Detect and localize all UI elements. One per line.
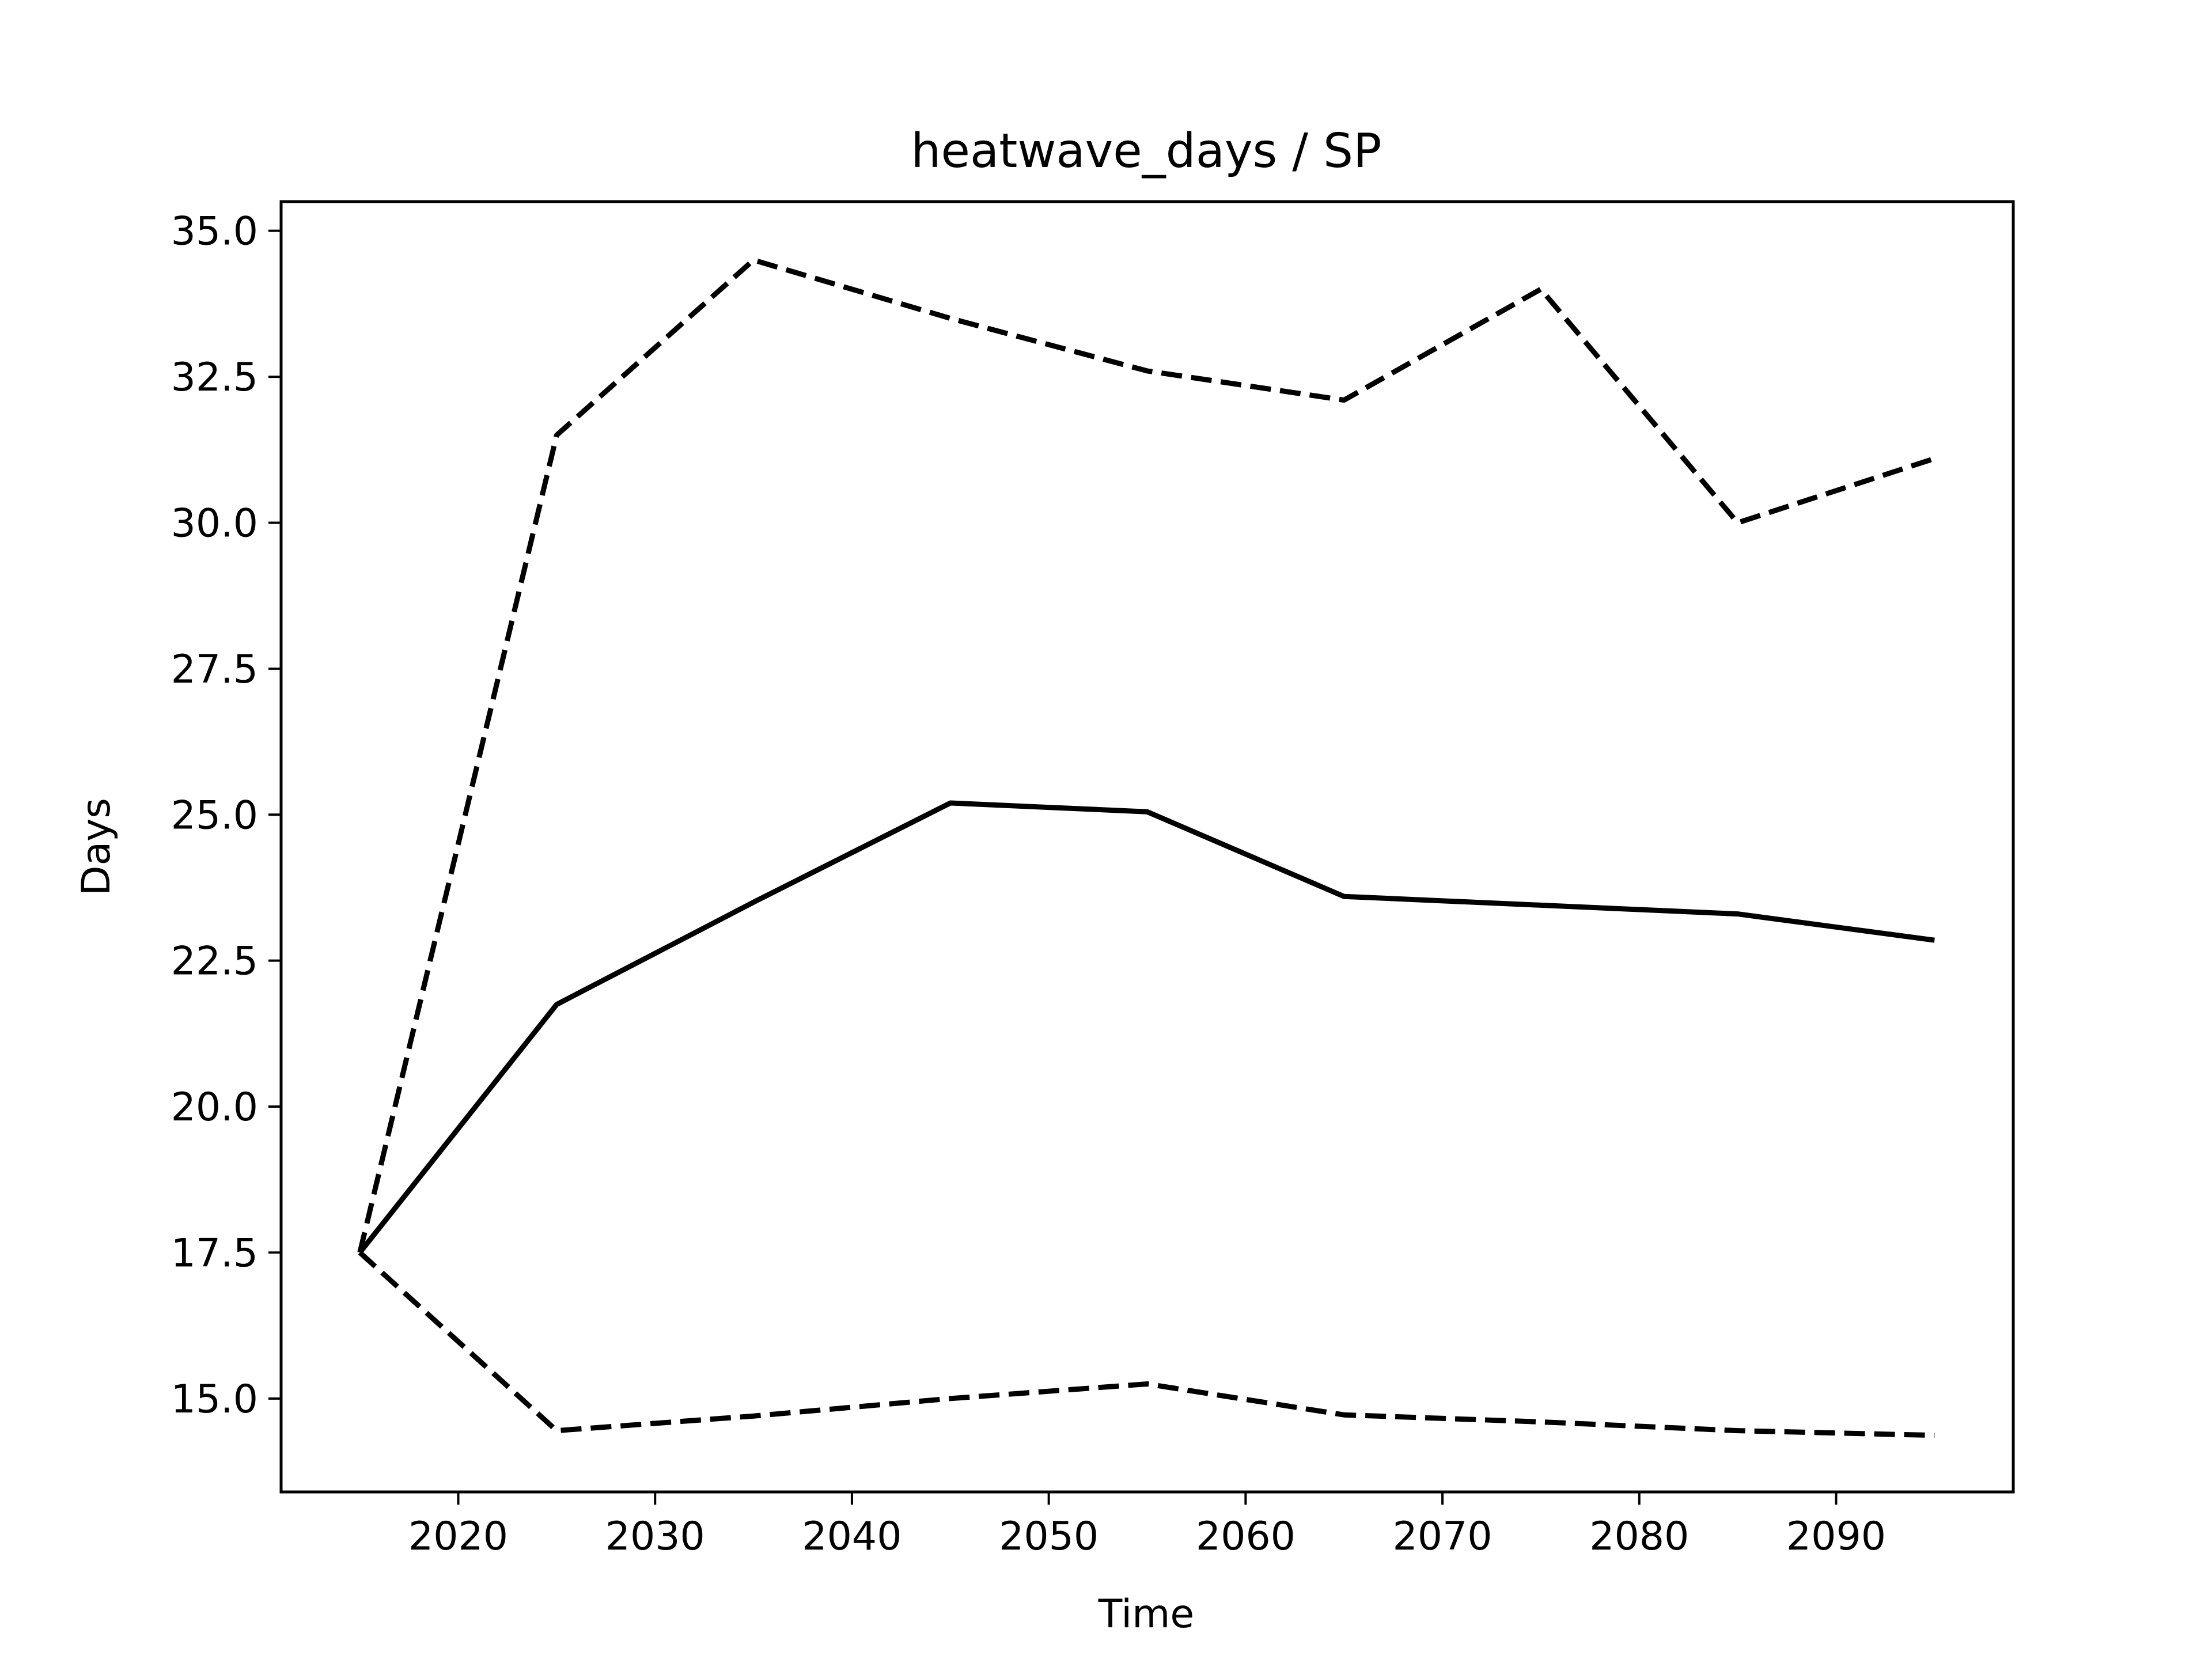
x-tick-label: 2030 [605,1514,705,1559]
x-axis-label: Time [1098,1592,1194,1637]
x-tick-label: 2050 [999,1514,1099,1559]
y-tick-label: 35.0 [171,209,258,255]
x-tick-label: 2090 [1786,1514,1886,1559]
dashed-series-line-2 [358,1251,1935,1438]
x-tick-label: 2020 [408,1514,508,1559]
dashed-series-line-1 [357,257,1936,1253]
plot-frame [279,200,2015,1494]
x-tick-label: 2060 [1196,1514,1296,1559]
y-tick-label: 15.0 [171,1377,258,1422]
solid-series-line-0 [358,800,1935,1255]
x-axis-ticks: 2020 2030 2040 2050 2060 2070 2080 2090 [408,1492,1886,1559]
y-tick-label: 25.0 [171,793,258,838]
x-tick-label: 2080 [1589,1514,1689,1559]
x-tick-label: 2070 [1393,1514,1493,1559]
series-layer [357,257,1936,1438]
y-tick-label: 17.5 [171,1230,258,1276]
y-tick-label: 30.0 [171,501,258,546]
y-axis-label: Days [74,798,119,896]
y-tick-label: 32.5 [171,355,258,400]
y-tick-label: 22.5 [171,939,258,984]
x-tick-label: 2040 [802,1514,902,1559]
chart-title: heatwave_days / SP [911,124,1382,179]
y-tick-label: 27.5 [171,647,258,692]
y-tick-label: 20.0 [171,1085,258,1130]
y-axis-ticks: 15.0 17.5 20.0 22.5 25.0 27.5 30.0 32.5 35.0 [171,209,281,1422]
